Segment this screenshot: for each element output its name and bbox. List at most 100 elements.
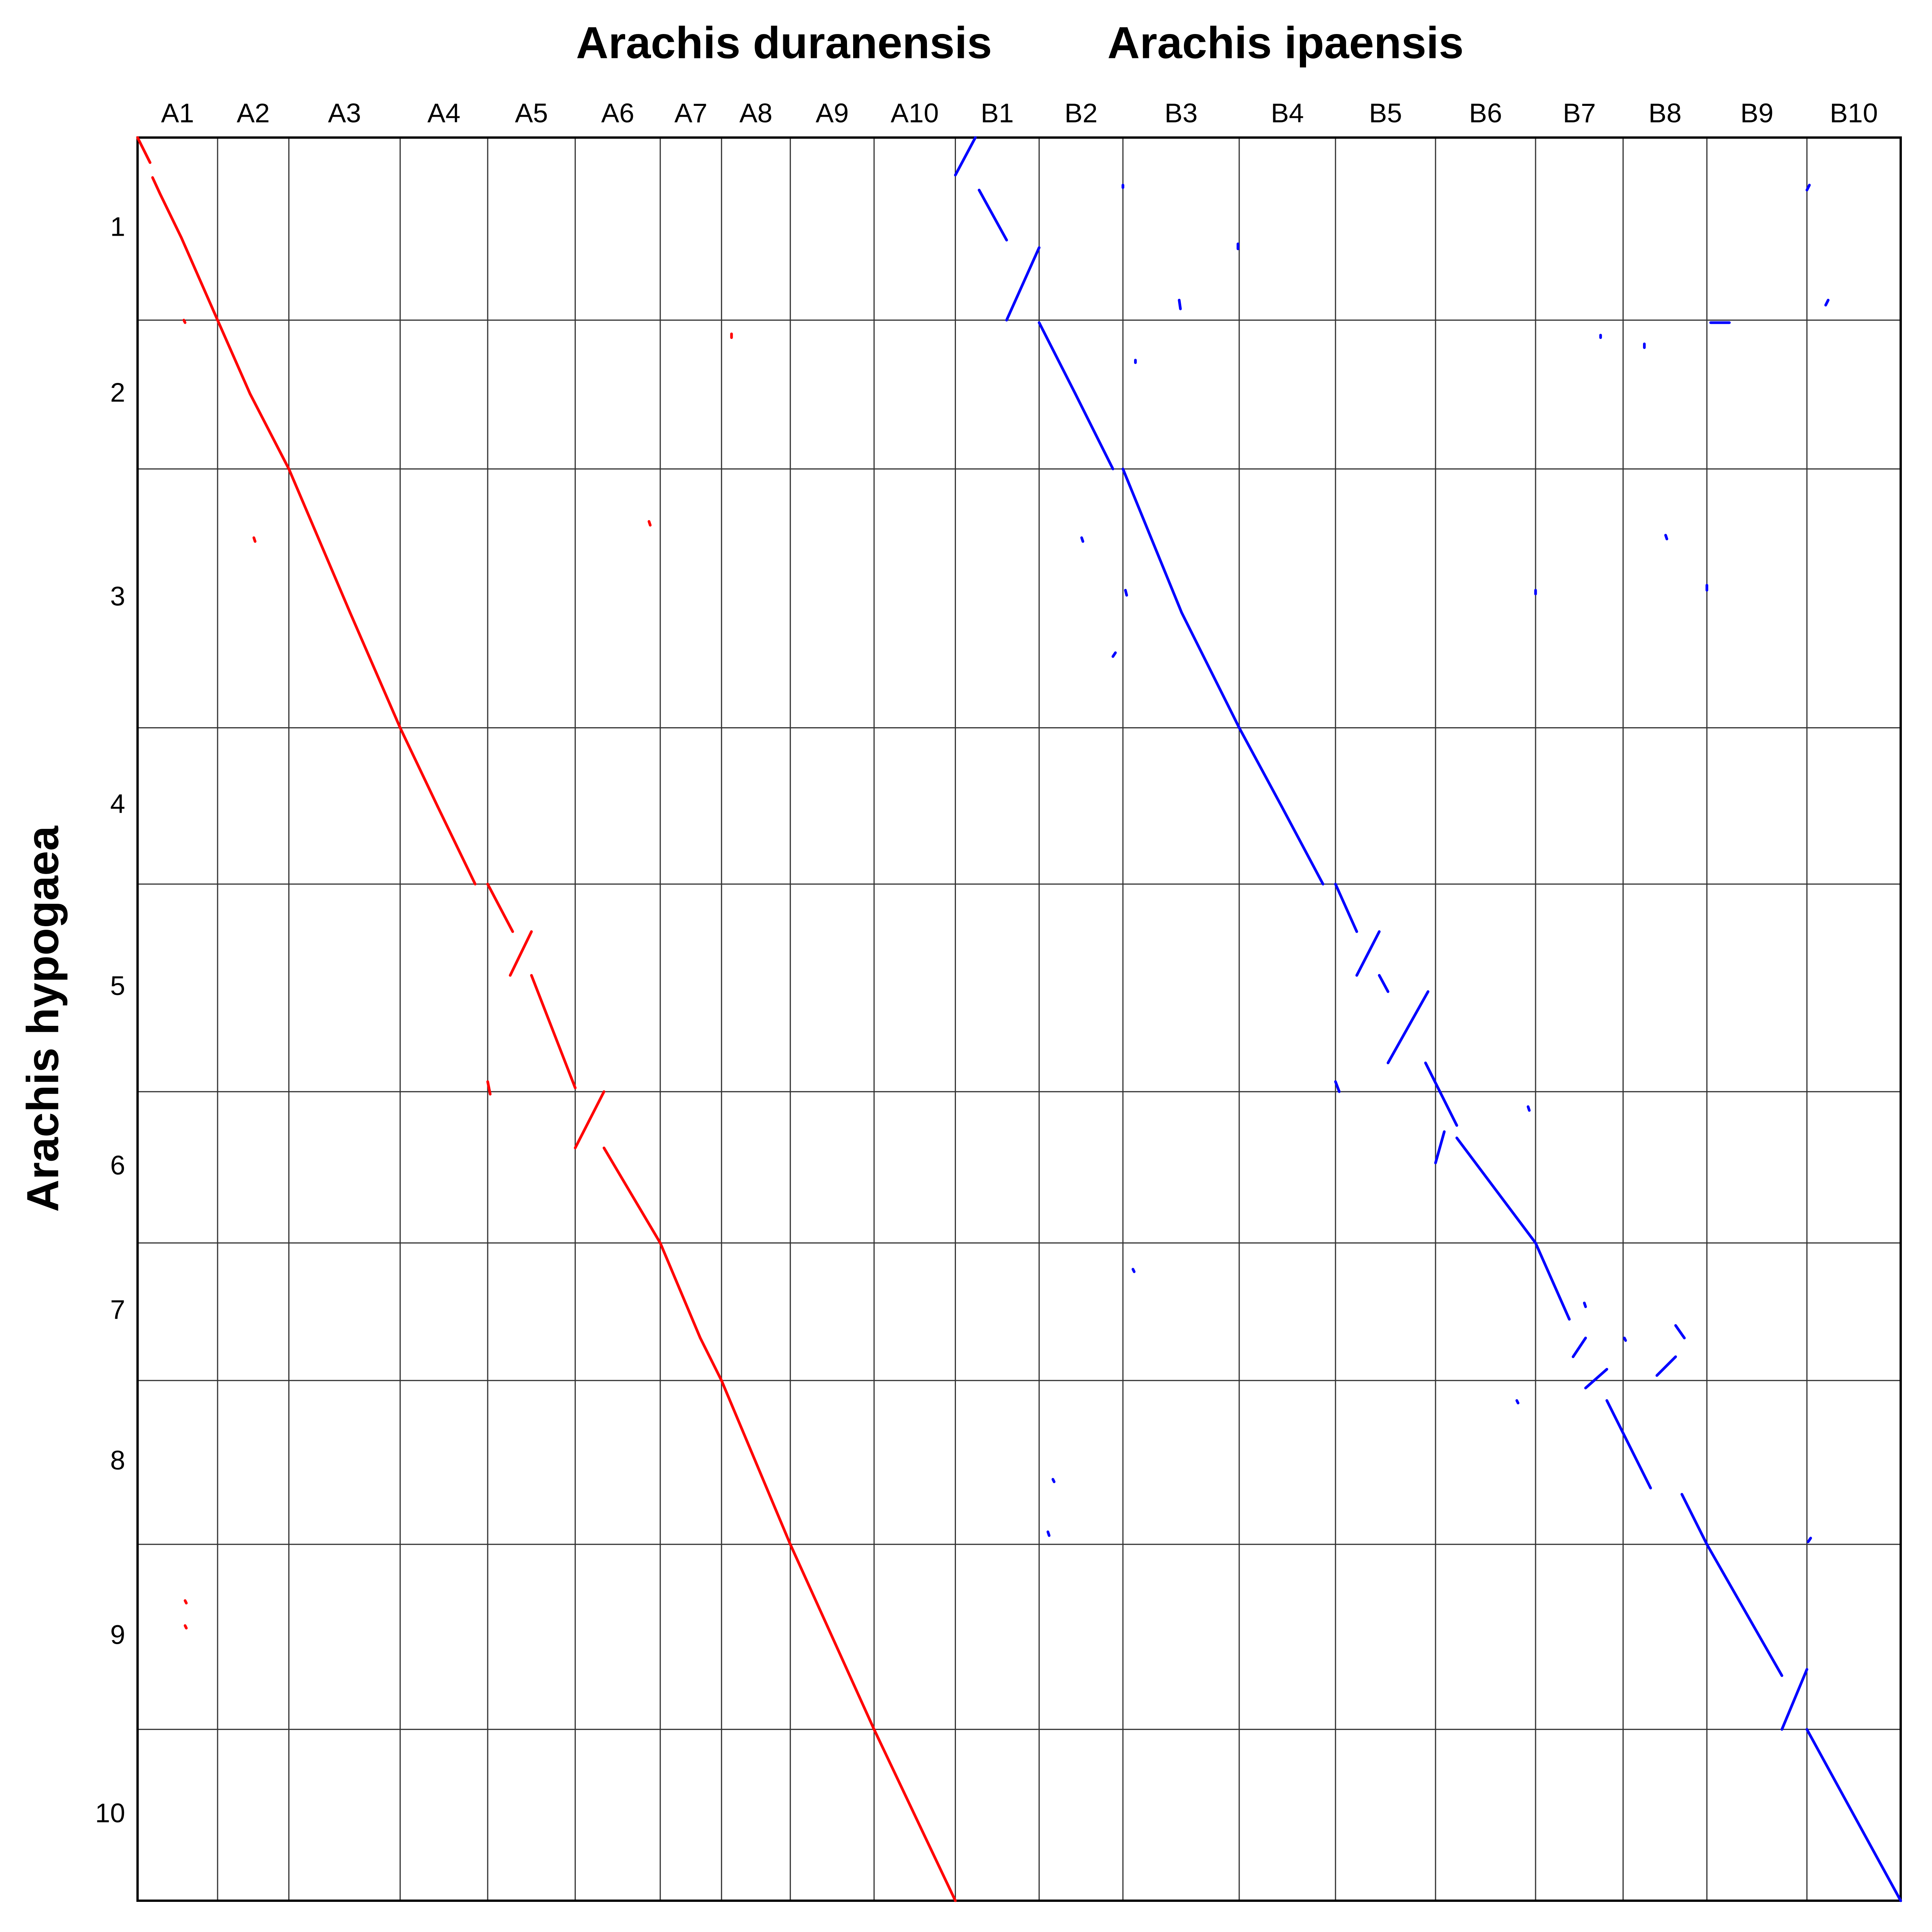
x-tick-label: A8: [739, 98, 772, 128]
alignment-segment: [509, 930, 533, 977]
x-tick-label: A2: [237, 98, 270, 128]
y-tick-label: 2: [110, 378, 125, 408]
alignment-segment: [180, 236, 219, 321]
x-tick-label: B1: [981, 98, 1014, 128]
alignment-segment: [1051, 1478, 1056, 1483]
alignment-segment: [1534, 1242, 1571, 1321]
alignment-segment: [1805, 1728, 1902, 1902]
x-tick-label: A9: [816, 98, 849, 128]
alignment-segment: [1527, 1105, 1531, 1112]
alignment-segment: [1037, 321, 1077, 395]
alignment-segment: [1705, 1543, 1784, 1677]
alignment-segment: [151, 176, 162, 196]
alignment-segment: [1080, 536, 1085, 543]
alignment-segment: [699, 1337, 723, 1382]
alignment-segment: [399, 726, 439, 808]
alignment-segment: [1131, 1268, 1136, 1273]
alignment-segment: [530, 974, 577, 1089]
alignment-segment: [1824, 299, 1830, 307]
x-tick-label: A7: [674, 98, 707, 128]
x-tick-label: A5: [515, 98, 548, 128]
alignment-segment: [252, 536, 257, 543]
alignment-segment: [1805, 184, 1811, 192]
alignment-segment: [1605, 1399, 1652, 1490]
alignment-segment: [184, 1599, 188, 1605]
alignment-segment: [1674, 1324, 1686, 1340]
alignment-segment: [789, 1543, 876, 1731]
x-tick-label: A6: [601, 98, 634, 128]
alignment-segment: [1571, 1337, 1587, 1358]
alignment-segment: [1124, 588, 1128, 597]
x-tick-label: A4: [427, 98, 461, 128]
x-tick-label: B5: [1369, 98, 1402, 128]
alignment-segment: [1434, 1130, 1446, 1165]
alignment-segment: [954, 136, 977, 177]
y-tick-label: 1: [110, 212, 125, 242]
alignment-segment: [1680, 1493, 1708, 1546]
alignment-segment: [1623, 1337, 1627, 1342]
alignment-segment: [1655, 1355, 1677, 1377]
alignment-segment: [216, 318, 252, 395]
alignment-segment: [1178, 299, 1182, 310]
alignment-segment: [1238, 726, 1283, 808]
x-tick-label: A1: [161, 98, 194, 128]
alignment-segment: [1424, 1061, 1458, 1127]
x-tick-label: B6: [1469, 98, 1502, 128]
x-tick-label: B2: [1065, 98, 1098, 128]
alignment-segment: [1664, 534, 1668, 541]
alignment-segment: [1005, 246, 1041, 321]
y-tick-label: 8: [110, 1445, 125, 1475]
alignment-segment: [1515, 1399, 1520, 1405]
alignment-segment: [1807, 1537, 1812, 1543]
plot-frame: [136, 136, 1902, 1902]
y-axis-label: Arachis hypogaea: [18, 825, 68, 1212]
y-tick-label: 6: [110, 1150, 125, 1180]
alignment-segment: [1046, 1530, 1051, 1537]
x-tick-label: A10: [891, 98, 939, 128]
y-tick-label: 3: [110, 581, 125, 611]
alignment-segment: [1455, 1136, 1537, 1245]
alignment-segment: [1583, 1301, 1587, 1308]
alignment-segment: [872, 1728, 957, 1902]
alignment-segment: [248, 392, 291, 471]
alignment-segment: [182, 318, 187, 324]
alignment-segment: [184, 1624, 188, 1630]
y-tick-label: 7: [110, 1294, 125, 1325]
alignment-segment: [158, 192, 183, 239]
x-tick-label: B10: [1830, 98, 1878, 128]
alignment-segment: [602, 1146, 662, 1245]
x-tick-label: B9: [1740, 98, 1774, 128]
alignment-segment: [1334, 883, 1358, 933]
series-title: Arachis duranensis: [576, 18, 992, 68]
alignment-segment: [1386, 990, 1430, 1065]
alignment-segment: [574, 1090, 605, 1150]
y-tick-label: 10: [95, 1798, 125, 1828]
alignment-segment: [1378, 974, 1389, 993]
alignment-segment: [1781, 1668, 1808, 1731]
alignment-segment: [1280, 805, 1325, 886]
alignment-segment: [136, 136, 151, 164]
alignment-segment: [1584, 1368, 1608, 1389]
alignment-segment: [659, 1242, 702, 1340]
x-tick-label: B3: [1165, 98, 1198, 128]
x-tick-label: A3: [328, 98, 361, 128]
alignment-segment: [978, 189, 1008, 242]
alignment-segment: [436, 805, 477, 886]
y-tick-label: 4: [110, 789, 125, 819]
alignment-segment: [349, 611, 402, 729]
alignment-segment: [1074, 392, 1114, 471]
alignment-segment: [1355, 930, 1381, 977]
alignment-segment: [648, 520, 652, 527]
alignment-segment: [720, 1379, 792, 1546]
x-tick-label: B4: [1271, 98, 1304, 128]
x-tick-label: B7: [1563, 98, 1596, 128]
y-tick-label: 9: [110, 1620, 125, 1650]
alignment-segment: [1180, 611, 1241, 729]
series-title: Arachis ipaensis: [1107, 18, 1464, 68]
alignment-segment: [1111, 651, 1117, 658]
alignment-segment: [1334, 1080, 1341, 1093]
y-tick-label: 5: [110, 971, 125, 1001]
alignment-segment: [486, 883, 514, 933]
